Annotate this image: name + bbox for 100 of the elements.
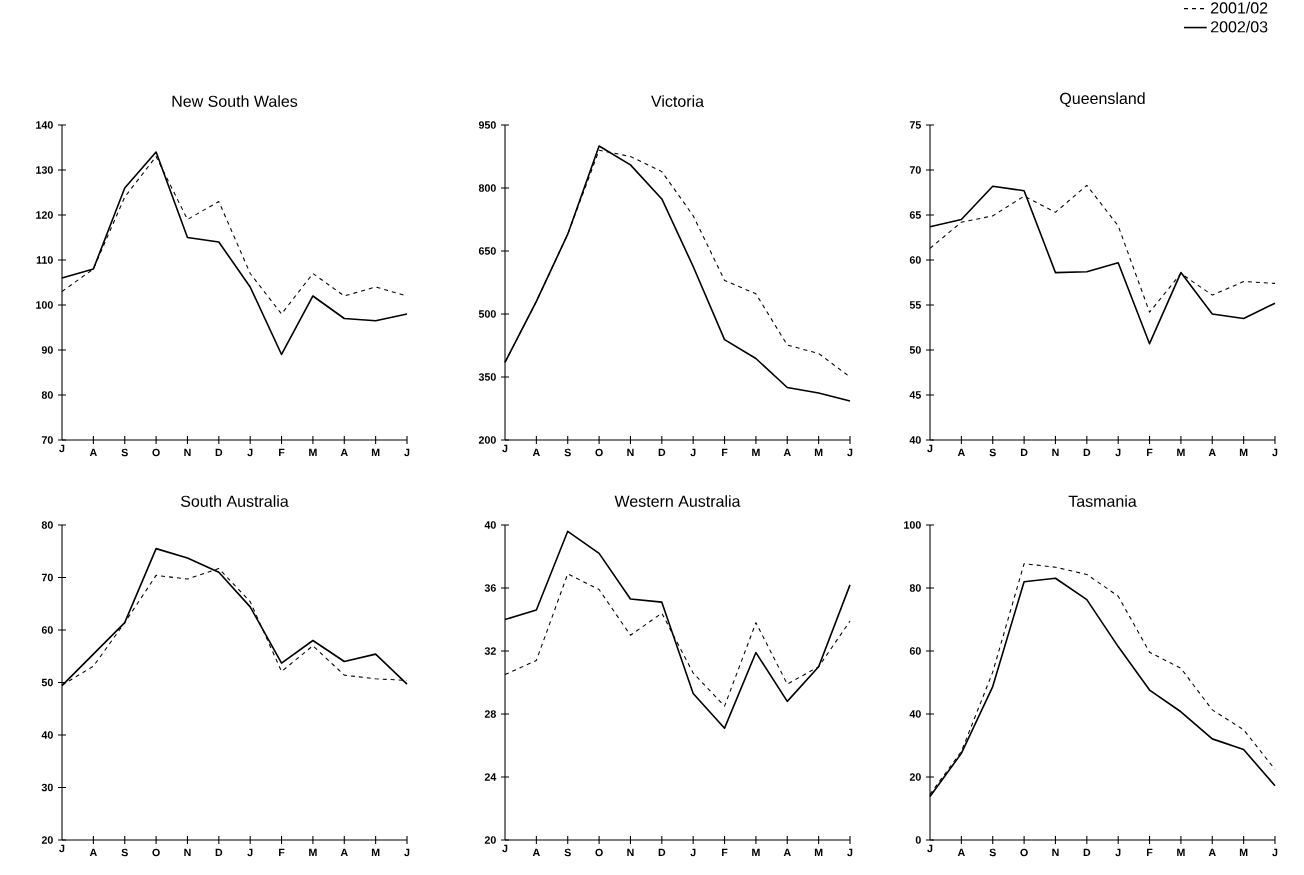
y-tick-label: 50 <box>909 346 921 354</box>
y-tick-label: 32 <box>484 647 496 655</box>
y-tick-label: 28 <box>484 710 496 718</box>
chart-title: South Australia <box>180 495 289 507</box>
chart-title: New South Wales <box>172 95 298 107</box>
x-tick-label: A <box>1208 848 1216 857</box>
x-tick-label: J <box>247 848 253 857</box>
legend-label: 2001/02 <box>1211 1 1268 14</box>
x-tick-label: F <box>1147 448 1153 457</box>
x-tick-label: S <box>564 848 571 857</box>
y-tick-label: 350 <box>478 373 496 381</box>
y-tick-label: 100 <box>36 301 53 309</box>
x-tick-label: S <box>121 848 128 857</box>
x-tick-label: A <box>340 848 348 857</box>
chart-title: Victoria <box>651 95 705 107</box>
y-tick-label: 70 <box>909 166 921 174</box>
x-tick-label: D <box>215 848 223 857</box>
x-tick-label: J <box>59 444 65 453</box>
chart-title: Tasmania <box>1068 495 1137 507</box>
x-tick-label: N <box>184 848 191 857</box>
x-tick-label: S <box>989 448 996 457</box>
y-tick-label: 20 <box>484 836 496 844</box>
y-tick-label: 950 <box>478 121 496 129</box>
x-tick-label: A <box>957 848 965 857</box>
x-tick-label: D <box>1020 448 1028 457</box>
x-tick-label: F <box>1147 848 1153 857</box>
legend-label: 2002/03 <box>1211 20 1268 33</box>
y-tick-label: 60 <box>41 626 53 634</box>
y-tick-label: 80 <box>909 584 921 592</box>
x-tick-label: J <box>847 848 853 857</box>
x-tick-label: J <box>690 848 696 857</box>
y-tick-label: 40 <box>41 731 53 739</box>
x-tick-label: A <box>783 848 791 857</box>
x-tick-label: M <box>814 848 823 857</box>
y-tick-label: 650 <box>478 247 496 255</box>
y-tick-label: 24 <box>484 773 497 781</box>
y-tick-label: 120 <box>36 211 53 219</box>
x-tick-label: A <box>1208 448 1216 457</box>
x-tick-label: S <box>989 848 996 857</box>
x-tick-label: J <box>59 844 65 853</box>
x-tick-label: J <box>502 844 508 853</box>
x-tick-label: M <box>1239 848 1248 857</box>
x-tick-label: M <box>371 448 380 457</box>
x-tick-label: A <box>532 448 540 457</box>
x-tick-label: D <box>1083 448 1091 457</box>
y-tick-label: 50 <box>41 678 53 687</box>
x-tick-label: N <box>1052 448 1059 457</box>
y-tick-label: 55 <box>909 301 921 309</box>
x-tick-label: J <box>1115 848 1121 857</box>
y-tick-label: 80 <box>41 391 53 399</box>
x-tick-label: D <box>658 448 666 457</box>
y-tick-label: 140 <box>36 121 53 129</box>
chart-title: Queensland <box>1060 92 1145 107</box>
x-tick-label: O <box>595 448 603 457</box>
y-tick-label: 20 <box>909 773 921 781</box>
x-tick-label: J <box>247 448 253 457</box>
y-tick-label: 40 <box>484 521 496 529</box>
x-tick-label: M <box>1177 848 1185 857</box>
x-tick-label: O <box>1020 848 1028 857</box>
y-tick-label: 110 <box>36 256 53 264</box>
x-tick-label: A <box>532 848 540 857</box>
y-tick-label: 30 <box>41 783 53 792</box>
x-tick-label: N <box>627 448 634 457</box>
x-tick-label: M <box>309 848 317 857</box>
x-tick-label: F <box>279 448 285 457</box>
y-tick-label: 800 <box>478 184 496 192</box>
x-tick-label: J <box>404 848 410 857</box>
y-tick-label: 200 <box>478 436 496 444</box>
x-tick-label: N <box>184 448 191 457</box>
x-tick-label: F <box>722 848 728 857</box>
x-tick-label: J <box>847 448 853 457</box>
x-tick-label: J <box>502 444 508 453</box>
y-tick-label: 40 <box>909 436 921 444</box>
x-tick-label: A <box>957 448 965 457</box>
y-tick-label: 70 <box>41 573 53 582</box>
x-tick-label: S <box>121 448 128 457</box>
x-tick-label: N <box>1052 848 1059 857</box>
x-tick-label: J <box>690 448 696 457</box>
x-tick-label: M <box>752 848 760 857</box>
x-tick-label: M <box>814 448 823 457</box>
x-tick-label: A <box>783 448 791 457</box>
x-tick-label: J <box>1272 848 1278 857</box>
x-tick-label: J <box>1272 448 1278 457</box>
x-tick-label: J <box>1115 448 1121 457</box>
x-tick-label: F <box>279 848 285 857</box>
x-tick-label: A <box>89 448 97 457</box>
x-tick-label: F <box>722 448 728 457</box>
x-tick-label: J <box>927 444 933 453</box>
x-tick-label: D <box>1083 848 1091 857</box>
y-tick-label: 75 <box>909 121 921 129</box>
x-tick-label: N <box>627 848 634 857</box>
x-tick-label: O <box>152 448 160 457</box>
chart-title: Western Australia <box>614 495 741 507</box>
y-tick-label: 80 <box>41 521 53 529</box>
y-tick-label: 60 <box>909 256 921 264</box>
x-tick-label: A <box>340 448 348 457</box>
x-tick-label: M <box>1239 448 1248 457</box>
x-tick-label: M <box>309 448 317 457</box>
y-tick-label: 500 <box>478 310 496 318</box>
x-tick-label: O <box>595 848 603 857</box>
